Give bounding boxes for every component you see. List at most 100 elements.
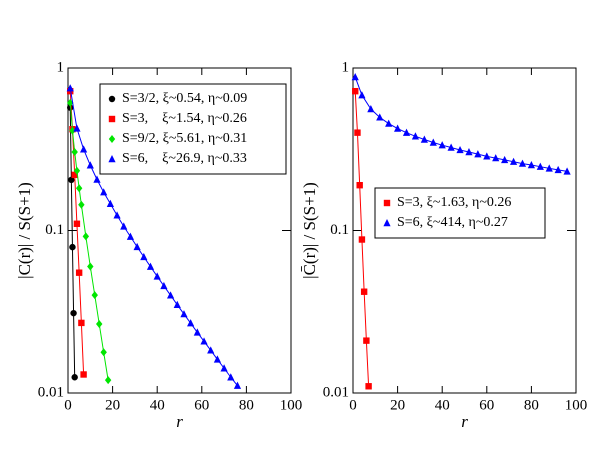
marker xyxy=(365,383,372,390)
legend-label: S=9/2, ξ~5.61, η~0.31 xyxy=(122,131,247,146)
marker xyxy=(527,160,535,169)
marker xyxy=(492,154,500,162)
marker xyxy=(200,337,208,345)
y-tick-label: 1 xyxy=(57,59,65,75)
marker xyxy=(509,157,518,165)
y-tick-label: 0.1 xyxy=(45,222,64,238)
marker xyxy=(545,164,553,172)
marker xyxy=(420,135,428,143)
marker xyxy=(69,243,76,251)
marker xyxy=(104,376,112,385)
marker xyxy=(108,115,116,123)
marker xyxy=(91,291,98,300)
marker xyxy=(385,119,393,127)
marker xyxy=(87,262,94,271)
marker xyxy=(75,269,83,276)
marker xyxy=(71,171,78,179)
marker xyxy=(518,159,527,167)
marker xyxy=(360,288,368,295)
legend-label: S=3/2, ξ~0.54, η~0.09 xyxy=(122,91,247,106)
marker xyxy=(352,87,359,95)
x-tick-label: 0 xyxy=(64,397,72,413)
x-tick-label: 80 xyxy=(524,397,539,413)
marker xyxy=(411,132,420,140)
marker xyxy=(447,143,455,151)
x-axis-label: r xyxy=(461,412,468,431)
x-tick-label: 60 xyxy=(479,397,494,413)
marker xyxy=(394,124,402,132)
marker xyxy=(358,236,366,243)
marker xyxy=(220,364,228,372)
x-tick-label: 20 xyxy=(390,397,405,413)
marker xyxy=(71,148,78,157)
marker xyxy=(108,135,116,143)
marker xyxy=(367,105,375,113)
x-tick-label: 100 xyxy=(565,397,588,413)
marker xyxy=(376,113,384,121)
marker xyxy=(180,310,188,318)
series-line xyxy=(69,102,109,381)
marker xyxy=(187,319,195,327)
marker xyxy=(438,141,446,149)
marker xyxy=(456,145,464,154)
marker xyxy=(207,346,215,354)
y-axis-label: |C̄(r)| / S(S+1) xyxy=(300,182,319,279)
marker xyxy=(73,166,81,175)
marker xyxy=(82,232,90,241)
marker xyxy=(100,348,107,357)
legend-box xyxy=(99,83,287,175)
marker xyxy=(78,319,85,327)
marker xyxy=(383,219,391,227)
marker xyxy=(501,155,509,164)
marker xyxy=(402,128,411,136)
marker xyxy=(71,374,78,381)
marker xyxy=(351,73,359,81)
marker xyxy=(80,371,87,378)
marker xyxy=(356,182,363,189)
marker xyxy=(73,220,81,227)
marker xyxy=(68,176,75,184)
marker xyxy=(75,184,83,193)
y-tick-label: 1 xyxy=(342,59,350,75)
marker xyxy=(67,98,74,107)
x-tick-label: 40 xyxy=(150,397,165,413)
x-axis-label: r xyxy=(176,412,183,431)
marker xyxy=(93,175,101,183)
marker xyxy=(120,222,128,230)
marker xyxy=(354,129,361,136)
marker xyxy=(70,309,77,317)
marker xyxy=(73,124,81,132)
y-axis-label: |C(r)| / S(S+1) xyxy=(15,182,34,279)
marker xyxy=(78,200,85,209)
x-tick-label: 100 xyxy=(280,397,303,413)
marker xyxy=(113,211,121,219)
marker xyxy=(160,281,168,290)
marker xyxy=(554,165,562,174)
marker xyxy=(66,84,74,92)
y-tick-label: 0.01 xyxy=(323,384,349,400)
marker xyxy=(429,138,437,146)
marker xyxy=(213,355,222,363)
marker xyxy=(483,152,491,160)
legend-label: S=6, ξ~414, η~0.27 xyxy=(397,215,508,230)
marker xyxy=(358,91,366,99)
marker xyxy=(126,232,135,240)
marker xyxy=(166,291,175,299)
marker xyxy=(133,242,141,251)
legend-box xyxy=(374,187,546,239)
marker xyxy=(563,167,571,175)
marker xyxy=(465,148,473,156)
marker xyxy=(153,272,161,280)
marker xyxy=(363,337,370,344)
marker xyxy=(100,188,108,196)
x-tick-label: 0 xyxy=(349,397,357,413)
marker xyxy=(193,328,201,336)
y-tick-label: 0.1 xyxy=(330,222,349,238)
x-tick-label: 60 xyxy=(194,397,209,413)
marker xyxy=(106,199,114,207)
marker xyxy=(474,150,482,158)
marker xyxy=(140,252,148,261)
x-tick-label: 80 xyxy=(239,397,254,413)
x-tick-label: 20 xyxy=(105,397,120,413)
